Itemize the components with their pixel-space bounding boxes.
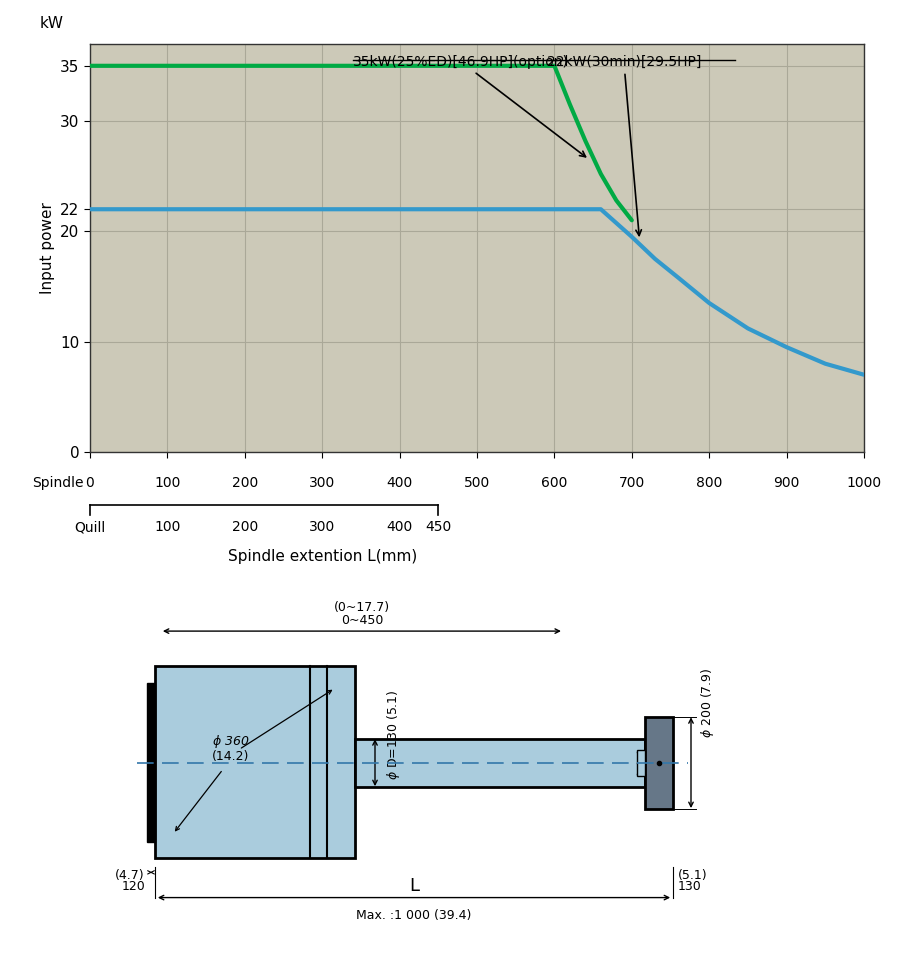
Text: 0~450: 0~450 — [341, 613, 383, 627]
Text: 100: 100 — [154, 476, 181, 490]
Text: (14.2): (14.2) — [212, 749, 249, 763]
Text: 450: 450 — [425, 520, 452, 534]
Text: 200: 200 — [231, 520, 258, 534]
Text: Quill: Quill — [75, 520, 105, 534]
Text: (5.1): (5.1) — [678, 869, 707, 882]
Text: (4.7): (4.7) — [115, 869, 145, 882]
Y-axis label: Input power: Input power — [40, 202, 55, 294]
Text: 100: 100 — [154, 520, 181, 534]
Text: $\phi$ 200 (7.9): $\phi$ 200 (7.9) — [699, 668, 716, 738]
Bar — [147, 682, 155, 842]
Text: 130: 130 — [678, 880, 702, 893]
Text: 500: 500 — [464, 476, 490, 490]
Text: (0~17.7): (0~17.7) — [334, 601, 390, 613]
Text: Spindle extention L(mm): Spindle extention L(mm) — [228, 549, 417, 564]
Text: 1000: 1000 — [846, 476, 882, 490]
Text: Max. :1 000 (39.4): Max. :1 000 (39.4) — [356, 909, 472, 921]
Text: 35kW(25%ED)[46.9HP](option): 35kW(25%ED)[46.9HP](option) — [353, 54, 586, 156]
Text: Spindle: Spindle — [32, 476, 84, 490]
Text: 400: 400 — [386, 520, 413, 534]
Text: kW: kW — [40, 17, 64, 31]
Bar — [637, 749, 645, 776]
Text: 900: 900 — [773, 476, 800, 490]
Text: L: L — [409, 878, 419, 895]
Text: 200: 200 — [231, 476, 258, 490]
Text: $\phi$ D=130 (5.1): $\phi$ D=130 (5.1) — [385, 689, 402, 780]
Text: 600: 600 — [541, 476, 568, 490]
Text: 300: 300 — [309, 476, 336, 490]
Bar — [355, 739, 645, 786]
Bar — [155, 666, 355, 858]
Text: 120: 120 — [122, 880, 145, 893]
Text: 700: 700 — [618, 476, 645, 490]
Text: 22kW(30min)[29.5HP]: 22kW(30min)[29.5HP] — [546, 54, 701, 235]
Text: $\phi$ 360: $\phi$ 360 — [212, 733, 249, 749]
Text: 0: 0 — [86, 476, 94, 490]
Text: 400: 400 — [386, 476, 413, 490]
Text: 800: 800 — [696, 476, 723, 490]
Bar — [645, 716, 673, 809]
Text: 300: 300 — [309, 520, 336, 534]
